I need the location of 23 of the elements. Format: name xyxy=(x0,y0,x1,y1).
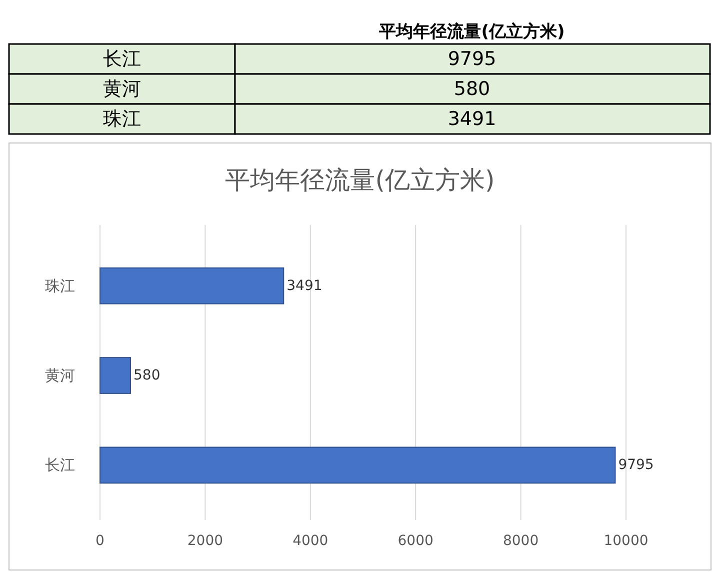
x-tick-label: 6000 xyxy=(398,533,434,549)
data-label: 580 xyxy=(134,368,160,384)
x-tick-label: 4000 xyxy=(292,533,328,549)
category-label: 黄河 xyxy=(103,78,141,100)
x-tick-label: 2000 xyxy=(187,533,224,549)
data-label: 580 xyxy=(454,78,490,100)
y-tick-label: 黄河 xyxy=(45,366,75,384)
y-tick-label: 长江 xyxy=(45,456,75,474)
bar xyxy=(100,267,284,304)
category-label: 珠江 xyxy=(103,108,141,130)
data-label: 3491 xyxy=(448,108,496,130)
x-tick-label: 0 xyxy=(96,533,104,549)
y-tick-label: 珠江 xyxy=(45,276,75,295)
category-label: 长江 xyxy=(103,48,141,70)
bar xyxy=(100,446,616,484)
text: 平均年径流量(亿立方米) xyxy=(378,22,565,42)
data-label: 9795 xyxy=(618,457,654,474)
x-tick-label: 8000 xyxy=(502,533,539,549)
bar xyxy=(100,357,132,394)
data-label: 3491 xyxy=(286,278,322,294)
x-tick-label: 10000 xyxy=(604,533,648,549)
data-label: 9795 xyxy=(448,48,496,70)
chart-title: 平均年径流量(亿立方米) xyxy=(225,166,495,194)
